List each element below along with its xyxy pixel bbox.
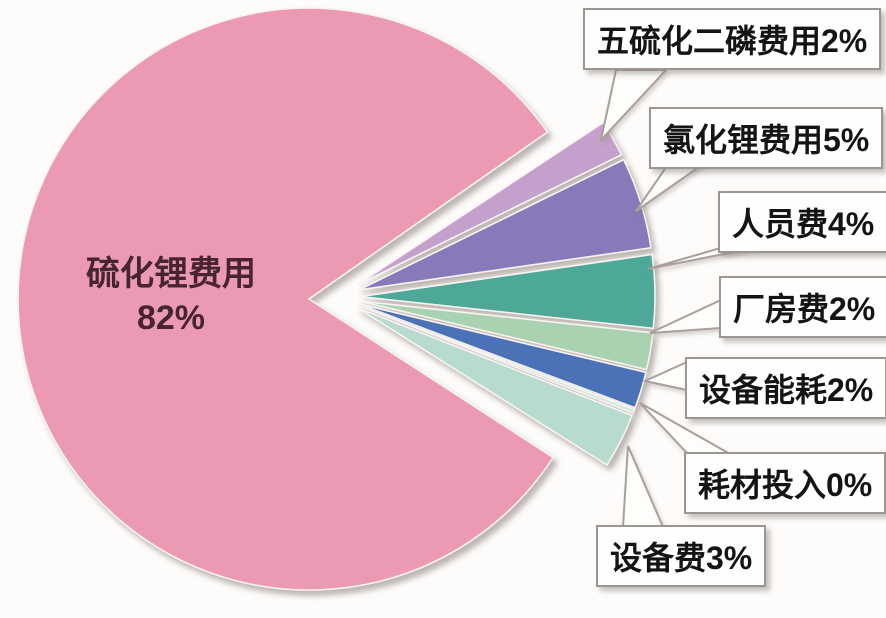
callout-phosphorus-pentasulfide-cost: 五硫化二磷费用2% bbox=[583, 8, 882, 70]
main-slice-label-text: 硫化锂费用 bbox=[86, 255, 256, 293]
callout-pointer-4 bbox=[649, 298, 722, 334]
callout-consumables-cost: 耗材投入0% bbox=[684, 452, 886, 514]
callout-pointer-1 bbox=[599, 69, 669, 144]
callout-lithium-chloride-cost: 氯化锂费用5% bbox=[649, 107, 884, 169]
callout-plant-cost: 厂房费2% bbox=[719, 276, 886, 338]
pie-slice-5 bbox=[358, 303, 647, 409]
callout-pointer-7 bbox=[621, 445, 665, 528]
pie-slice-main bbox=[17, 7, 555, 591]
callout-equipment-cost: 设备费3% bbox=[596, 525, 767, 587]
main-slice-label-value: 82% bbox=[136, 299, 206, 338]
main-slice-label: 硫化锂费用 82% bbox=[35, 252, 307, 340]
pie-slice-3 bbox=[359, 253, 656, 330]
callout-equipment-energy-cost: 设备能耗2% bbox=[685, 357, 886, 419]
pie-slice-6 bbox=[358, 304, 636, 415]
pie-slice-1 bbox=[356, 121, 623, 286]
callout-pointer-5 bbox=[641, 360, 688, 392]
callout-personnel-cost: 人员费4% bbox=[718, 191, 886, 253]
pie-slice-7 bbox=[356, 307, 634, 467]
